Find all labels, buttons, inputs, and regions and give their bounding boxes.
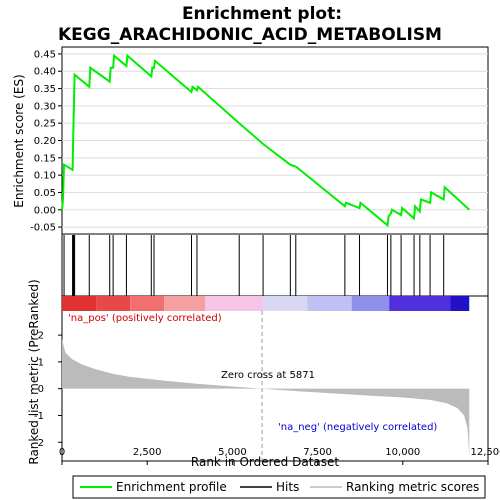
colorbar-segment xyxy=(263,296,308,311)
enrichment-profile-line xyxy=(61,53,470,228)
colorbar-segment xyxy=(130,296,165,311)
colorbar-segment xyxy=(62,296,97,311)
es-y-axis-label: Enrichment score (ES) xyxy=(12,74,26,207)
plot-title-line1: Enrichment plot: xyxy=(182,4,342,24)
pos-correlated-label: 'na_pos' (positively correlated) xyxy=(68,313,222,324)
colorbar-segment xyxy=(164,296,206,311)
es-ytick-label: 0.40 xyxy=(34,67,56,78)
legend-metric-label: Ranking metric scores xyxy=(346,480,479,494)
neg-correlated-label: 'na_neg' (negatively correlated) xyxy=(278,422,437,433)
es-ytick-label: 0.25 xyxy=(34,119,56,130)
ranked-metric-layer xyxy=(62,311,470,461)
metric-y-axis: 2 1 0 -1 -2 xyxy=(34,331,62,449)
xtick-label: 0 xyxy=(59,447,65,458)
es-ytick-label: 0.30 xyxy=(34,101,56,112)
metric-ytick-label: 2 xyxy=(38,331,44,342)
es-ytick-label: 0.20 xyxy=(34,136,56,147)
colorbar-segment xyxy=(205,296,264,311)
ranked-metric-area xyxy=(62,339,470,457)
metric-ytick-label: -1 xyxy=(34,411,44,422)
rank-x-axis: 0 2,500 5,000 7,500 10,000 12,500 xyxy=(59,447,500,465)
hits-panel-frame xyxy=(61,233,489,297)
es-ytick-label: -0.05 xyxy=(30,223,56,234)
xtick-label: 5,000 xyxy=(218,447,247,458)
legend-box xyxy=(72,475,486,499)
metric-y-axis-label: Ranked list metric (PreRanked) xyxy=(27,279,41,464)
es-ytick-label: 0.35 xyxy=(34,84,56,95)
colorbar-segment xyxy=(96,296,131,311)
metric-ytick-label: 1 xyxy=(38,357,44,368)
es-ytick-label: 0.45 xyxy=(34,49,56,60)
es-ytick-label: 0.05 xyxy=(34,188,56,199)
xtick-label: 12,500 xyxy=(471,447,500,458)
colorbar-segment xyxy=(307,296,352,311)
x-axis-label: Rank in Ordered Dataset xyxy=(191,455,339,469)
es-ytick-label: 0.15 xyxy=(34,153,56,164)
es-ytick-label: 0.00 xyxy=(34,205,56,216)
zero-cross-label: Zero cross at 5871 xyxy=(221,370,315,381)
metric-ytick-label: -2 xyxy=(34,438,44,449)
es-ytick-label: 0.10 xyxy=(34,171,56,182)
enrichment-y-axis: 0.45 0.40 0.35 0.30 0.25 0.20 0.15 0.10 0.05 0.00… xyxy=(30,49,62,234)
legend-enrichment-label: Enrichment profile xyxy=(116,480,227,494)
colorbar-segment xyxy=(351,296,390,311)
colorbar-segment xyxy=(389,296,451,311)
xtick-label: 10,000 xyxy=(385,447,420,458)
enrichment-profile-layer xyxy=(61,53,470,228)
hits-layer xyxy=(63,235,445,296)
legend-hits-label: Hits xyxy=(276,480,299,494)
rank-colorbar xyxy=(62,296,470,311)
colorbar-segment xyxy=(450,296,470,311)
xtick-label: 7,500 xyxy=(303,447,332,458)
xtick-label: 2,500 xyxy=(133,447,162,458)
plot-title-line2: KEGG_ARACHIDONIC_ACID_METABOLISM xyxy=(58,25,442,45)
metric-ytick-label: 0 xyxy=(38,384,44,395)
